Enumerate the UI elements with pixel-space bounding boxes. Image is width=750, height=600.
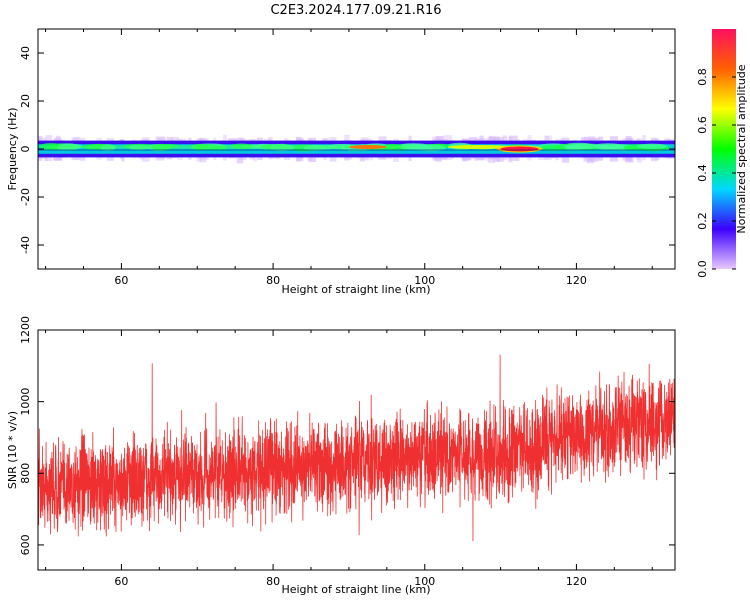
snr-ylabel: SNR (10 * v/v) bbox=[6, 411, 19, 489]
heatmap-hotspot bbox=[38, 145, 425, 149]
snr-xlabel: Height of straight line (km) bbox=[281, 583, 430, 596]
snr-y-tick-label: 600 bbox=[19, 534, 32, 555]
heatmap-x-tick-label: 100 bbox=[414, 274, 435, 287]
colorbar-ticks: 0.0 0.2 0.4 0.6 0.8 bbox=[696, 68, 736, 278]
heatmap-panel: 60 80 100 120 -40 -20 0 20 40 Height of straight… bbox=[6, 28, 676, 296]
heatmap-xlabel: Height of straight line (km) bbox=[281, 283, 430, 296]
colorbar: 0.0 0.2 0.4 0.6 0.8 Normalized spectral ampl… bbox=[696, 29, 748, 278]
snr-y-tick-label: 800 bbox=[19, 463, 32, 484]
heatmap-band bbox=[38, 134, 675, 164]
snr-y-tick-label: 1200 bbox=[19, 316, 32, 344]
snr-x-tick-label: 120 bbox=[566, 575, 587, 588]
heatmap-blob bbox=[560, 144, 588, 150]
heatmap-blob bbox=[593, 143, 624, 150]
heatmap-ylabel: Frequency (Hz) bbox=[6, 108, 19, 191]
snr-y-tick-label: 1000 bbox=[19, 388, 32, 416]
heatmap-x-tick-label: 60 bbox=[114, 274, 128, 287]
heatmap-x-tick-label: 120 bbox=[566, 274, 587, 287]
snr-frame bbox=[37, 329, 676, 571]
colorbar-tick-label: 0.8 bbox=[696, 68, 709, 86]
heatmap-blob bbox=[414, 144, 447, 152]
heatmap-y-tick-label: 0 bbox=[19, 146, 32, 153]
snr-x-tick-label: 100 bbox=[414, 575, 435, 588]
figure-title: C2E3.2024.177.09.21.R16 bbox=[270, 3, 441, 18]
snr-series-line bbox=[38, 354, 675, 542]
heatmap-y-tick-label: 40 bbox=[19, 46, 32, 60]
heatmap-ticks: 60 80 100 120 -40 -20 0 20 40 bbox=[19, 29, 675, 287]
heatmap-hotspot bbox=[447, 145, 509, 149]
heatmap-hotspot bbox=[500, 146, 539, 152]
heatmap-blob bbox=[539, 145, 567, 151]
heatmap-y-tick-label: 20 bbox=[19, 94, 32, 108]
snr-ticks: 60 80 100 120 600 800 1000 1200 bbox=[19, 316, 675, 588]
snr-panel: 60 80 100 120 600 800 1000 1200 Height of strai… bbox=[6, 316, 676, 596]
snr-x-tick-label: 80 bbox=[266, 575, 280, 588]
colorbar-tick-label: 0.0 bbox=[696, 260, 709, 278]
heatmap-hotspot bbox=[348, 145, 387, 149]
heatmap-blob bbox=[636, 143, 668, 149]
colorbar-label: Normalized spectral amplitude bbox=[735, 64, 748, 233]
heatmap-y-tick-label: -20 bbox=[19, 188, 32, 206]
colorbar-gradient bbox=[712, 29, 736, 269]
heatmap-y-tick-label: -40 bbox=[19, 236, 32, 254]
snr-x-tick-label: 60 bbox=[114, 575, 128, 588]
colorbar-tick-label: 0.2 bbox=[696, 212, 709, 230]
heatmap-x-tick-label: 80 bbox=[266, 274, 280, 287]
colorbar-tick-label: 0.4 bbox=[696, 164, 709, 182]
colorbar-tick-label: 0.6 bbox=[696, 116, 709, 134]
